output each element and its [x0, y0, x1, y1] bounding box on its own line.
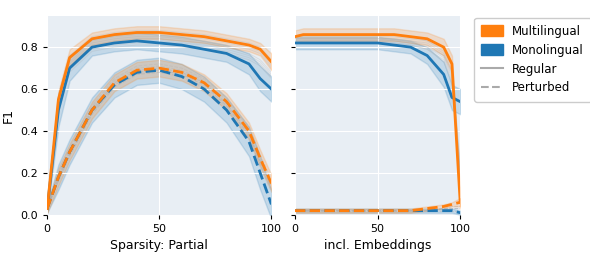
- Legend: Multilingual, Monolingual, Regular, Perturbed: Multilingual, Monolingual, Regular, Pert…: [474, 18, 590, 101]
- Y-axis label: F1: F1: [2, 108, 15, 123]
- X-axis label: Sparsity: Partial: Sparsity: Partial: [110, 239, 208, 252]
- X-axis label: incl. Embeddings: incl. Embeddings: [324, 239, 431, 252]
